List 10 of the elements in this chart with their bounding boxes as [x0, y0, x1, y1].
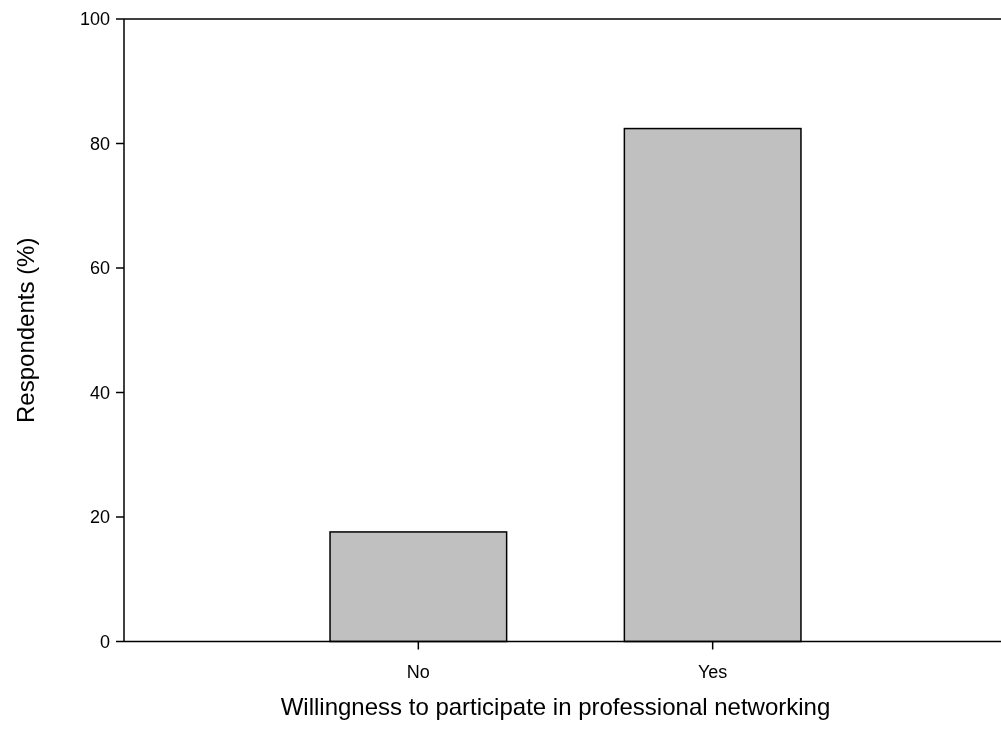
y-tick-label: 20	[89, 507, 110, 527]
y-tick-label: 0	[99, 631, 110, 652]
y-axis-title: Respondents (%)	[12, 237, 39, 423]
y-tick-label: 40	[89, 382, 110, 403]
y-tick-label: 100	[79, 9, 110, 29]
y-tick-label: 60	[89, 258, 110, 278]
x-tick-label: No	[406, 661, 430, 682]
x-tick-label: Yes	[697, 661, 728, 682]
x-axis-title: Willingness to participate in professional networking	[280, 693, 831, 720]
y-tick-label: 80	[89, 133, 110, 154]
